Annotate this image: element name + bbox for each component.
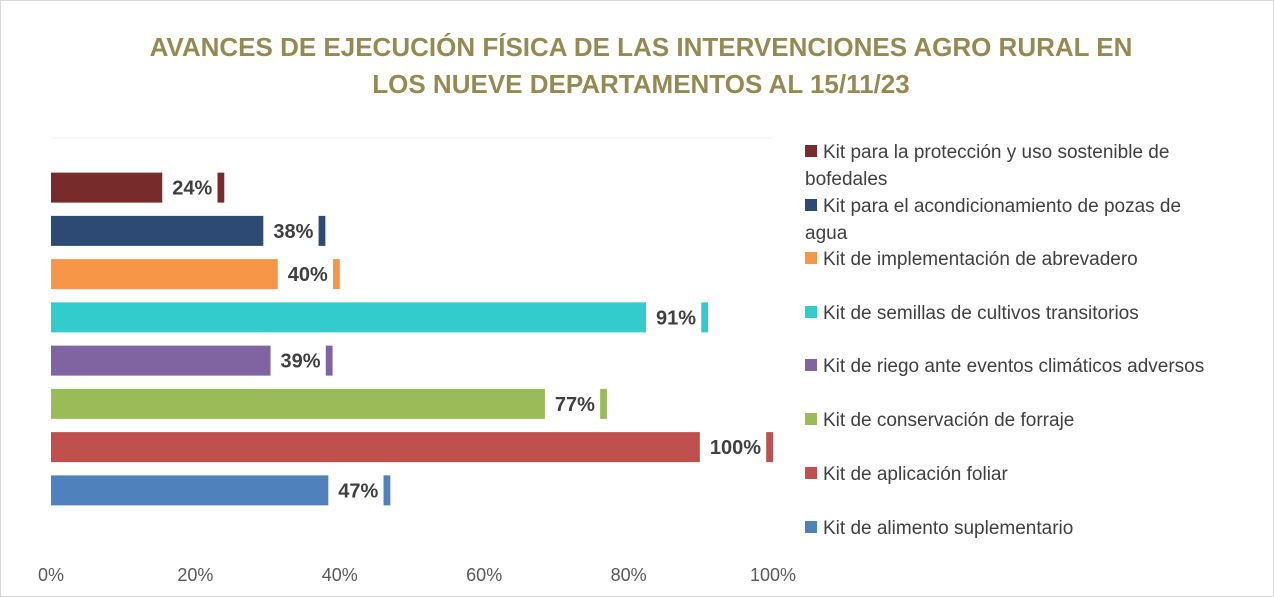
data-label: 38%: [273, 221, 313, 243]
x-tick-label: 40%: [322, 565, 358, 585]
data-label: 100%: [710, 437, 761, 459]
legend-swatch: [805, 252, 817, 264]
legend-swatch: [805, 145, 817, 157]
label-bg: [277, 258, 334, 291]
x-tick-label: 60%: [466, 565, 502, 585]
legend-swatch: [805, 467, 817, 479]
legend-label: Kit de alimento suplementario: [823, 518, 1074, 539]
legend-label: Kit para el acondicionamiento de pozas d…: [805, 196, 1182, 244]
data-label: 77%: [555, 394, 595, 416]
x-tick-label: 20%: [177, 565, 213, 585]
x-tick-label: 80%: [611, 565, 647, 585]
data-label: 39%: [281, 351, 321, 373]
bar: [51, 388, 607, 419]
label-bg: [270, 344, 326, 377]
legend-swatch: [805, 413, 817, 425]
label-bg: [645, 301, 702, 334]
data-label: 91%: [656, 307, 696, 329]
label-bg: [162, 171, 218, 204]
legend-item: Kit para la protección y uso sostenible …: [805, 139, 1225, 193]
legend-label: Kit para la protección y uso sostenible …: [805, 142, 1170, 190]
legend-label: Kit de riego ante eventos climáticos adv…: [823, 356, 1205, 377]
legend-label: Kit de implementación de abrevadero: [823, 249, 1138, 270]
legend-item: Kit de conservación de forraje: [805, 407, 1225, 434]
legend-item: Kit para el acondicionamiento de pozas d…: [805, 193, 1225, 247]
legend-swatch: [805, 521, 817, 533]
data-label: 24%: [172, 178, 212, 200]
label-bg: [544, 387, 601, 420]
bar: [51, 432, 773, 463]
legend-item: Kit de semillas de cultivos transitorios: [805, 300, 1225, 327]
legend-swatch: [805, 359, 817, 371]
label-bg: [699, 431, 767, 464]
legend-item: Kit de alimento suplementario: [805, 515, 1225, 542]
bar: [51, 302, 709, 333]
legend-item: Kit de aplicación foliar: [805, 461, 1225, 488]
x-tick-label: 100%: [750, 565, 796, 585]
label-bg: [263, 214, 319, 247]
data-label: 40%: [288, 264, 328, 286]
label-bg: [328, 474, 384, 507]
legend-item: Kit de implementación de abrevadero: [805, 246, 1225, 273]
chart-title: AVANCES DE EJECUCIÓN FÍSICA DE LAS INTER…: [149, 32, 1133, 99]
legend-swatch: [805, 199, 817, 211]
legend-label: Kit de conservación de forraje: [823, 410, 1075, 431]
legend-swatch: [805, 306, 817, 318]
x-tick-label: 0%: [38, 565, 64, 585]
legend-label: Kit de semillas de cultivos transitorios: [823, 303, 1139, 324]
legend-item: Kit de riego ante eventos climáticos adv…: [805, 353, 1225, 380]
legend-label: Kit de aplicación foliar: [823, 464, 1008, 485]
data-label: 47%: [338, 480, 378, 502]
